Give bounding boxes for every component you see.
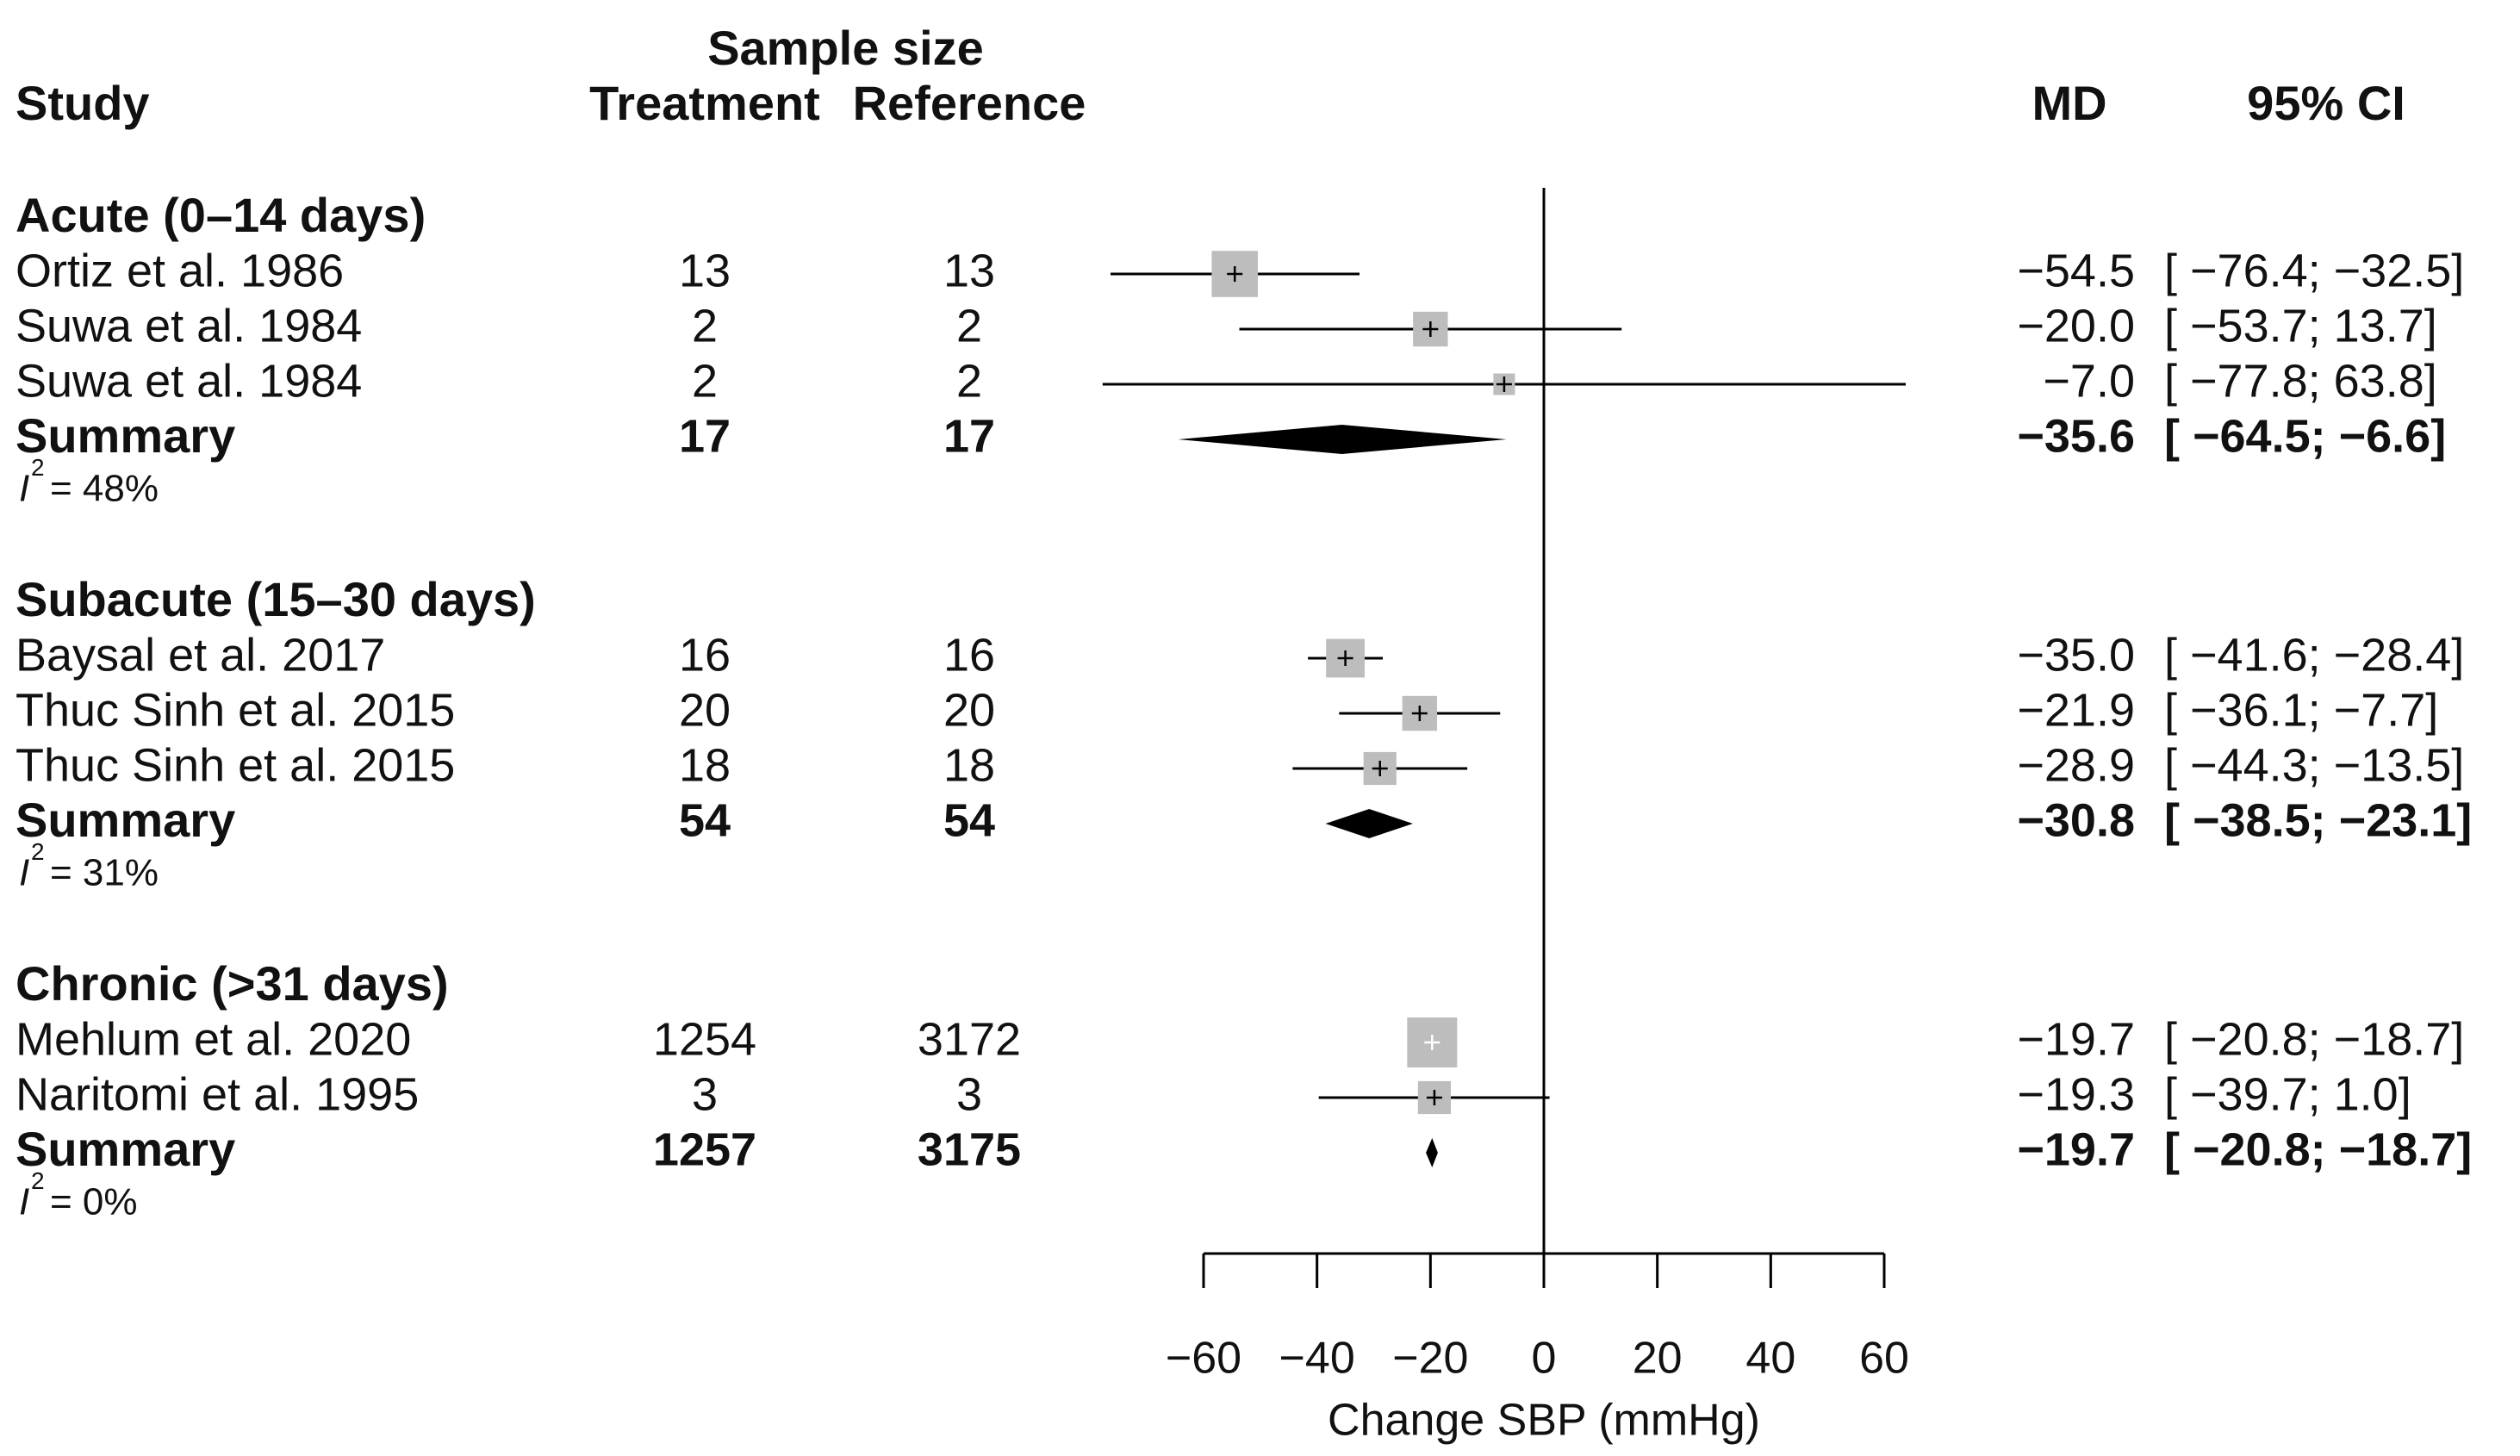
ci-value: [ −76.4; −32.5]	[2164, 245, 2464, 296]
summary-md-value: −30.8	[2017, 794, 2135, 846]
md-value: −21.9	[2017, 684, 2135, 736]
md-value: −35.0	[2017, 629, 2135, 681]
ci-value: [ −20.8; −18.7]	[2164, 1013, 2464, 1065]
md-value: −19.3	[2017, 1068, 2135, 1120]
reference-n: 13	[943, 245, 995, 296]
group-heading: Chronic (>31 days)	[16, 956, 449, 1011]
md-value: −28.9	[2017, 739, 2135, 791]
md-value: −19.7	[2017, 1013, 2135, 1065]
summary-reference-n: 3175	[918, 1123, 1021, 1175]
study-name: Thuc Sinh et al. 2015	[16, 739, 455, 791]
summary-reference-n: 17	[943, 410, 995, 462]
study-name: Suwa et al. 1984	[16, 355, 362, 407]
heterogeneity-value: = 31%	[50, 852, 159, 894]
x-tick-label: −40	[1279, 1334, 1355, 1384]
x-tick-label: −60	[1166, 1334, 1241, 1384]
summary-md-value: −35.6	[2017, 410, 2135, 462]
heterogeneity-label: I	[19, 1181, 29, 1223]
study-name: Mehlum et al. 2020	[16, 1013, 411, 1065]
summary-md-value: −19.7	[2017, 1123, 2135, 1175]
treatment-n: 20	[679, 684, 731, 736]
heterogeneity-sup: 2	[31, 1167, 45, 1194]
summary-ci-value: [ −20.8; −18.7]	[2164, 1123, 2472, 1175]
header-reference: Reference	[853, 76, 1086, 130]
heterogeneity-sup: 2	[31, 454, 45, 481]
summary-label: Summary	[16, 793, 235, 847]
study-name: Suwa et al. 1984	[16, 300, 362, 352]
reference-n: 2	[956, 300, 982, 352]
summary-treatment-n: 54	[679, 794, 731, 846]
summary-label: Summary	[16, 1122, 235, 1176]
md-value: −7.0	[2043, 355, 2135, 407]
treatment-n: 3	[692, 1068, 718, 1120]
treatment-n: 13	[679, 245, 731, 296]
heterogeneity-value: = 0%	[50, 1181, 138, 1223]
ci-value: [ −41.6; −28.4]	[2164, 629, 2464, 681]
header-sample-size: Sample size	[707, 21, 984, 75]
summary-treatment-n: 17	[679, 410, 731, 462]
study-name: Thuc Sinh et al. 2015	[16, 684, 455, 736]
study-name: Naritomi et al. 1995	[16, 1068, 419, 1120]
ci-value: [ −77.8; 63.8]	[2164, 355, 2437, 407]
summary-diamond	[1325, 809, 1413, 838]
x-tick-label: −20	[1392, 1334, 1468, 1384]
ci-value: [ −36.1; −7.7]	[2164, 684, 2438, 736]
treatment-n: 2	[692, 300, 718, 352]
x-axis-label: Change SBP (mmHg)	[1328, 1396, 1760, 1446]
study-name: Ortiz et al. 1986	[16, 245, 344, 296]
reference-n: 20	[943, 684, 995, 736]
treatment-n: 2	[692, 355, 718, 407]
heterogeneity-label: I	[19, 468, 29, 510]
x-tick-label: 0	[1532, 1334, 1557, 1384]
header-study: Study	[16, 76, 150, 130]
md-value: −20.0	[2017, 300, 2135, 352]
x-tick-label: 60	[1859, 1334, 1909, 1384]
reference-n: 2	[956, 355, 982, 407]
summary-diamond	[1178, 425, 1507, 454]
heterogeneity-label: I	[19, 852, 29, 894]
reference-n: 16	[943, 629, 995, 681]
reference-n: 3172	[918, 1013, 1021, 1065]
group-heading: Acute (0–14 days)	[16, 188, 426, 242]
ci-value: [ −53.7; 13.7]	[2164, 300, 2437, 352]
summary-diamond	[1426, 1138, 1438, 1167]
x-tick-label: 20	[1633, 1334, 1683, 1384]
heterogeneity-value: = 48%	[50, 468, 159, 510]
md-value: −54.5	[2017, 245, 2135, 296]
summary-reference-n: 54	[943, 794, 995, 846]
summary-ci-value: [ −64.5; −6.6]	[2164, 410, 2446, 462]
reference-n: 3	[956, 1068, 982, 1120]
treatment-n: 16	[679, 629, 731, 681]
summary-treatment-n: 1257	[653, 1123, 756, 1175]
summary-label: Summary	[16, 408, 235, 463]
ci-value: [ −39.7; 1.0]	[2164, 1068, 2411, 1120]
treatment-n: 1254	[653, 1013, 756, 1065]
header-ci: 95% CI	[2247, 76, 2405, 130]
study-name: Baysal et al. 2017	[16, 629, 385, 681]
heterogeneity-sup: 2	[31, 838, 45, 865]
ci-value: [ −44.3; −13.5]	[2164, 739, 2464, 791]
reference-n: 18	[943, 739, 995, 791]
x-tick-label: 40	[1745, 1334, 1795, 1384]
group-heading: Subacute (15–30 days)	[16, 572, 536, 626]
summary-ci-value: [ −38.5; −23.1]	[2164, 794, 2472, 846]
treatment-n: 18	[679, 739, 731, 791]
header-treatment: Treatment	[589, 76, 820, 130]
header-md: MD	[2032, 76, 2106, 130]
